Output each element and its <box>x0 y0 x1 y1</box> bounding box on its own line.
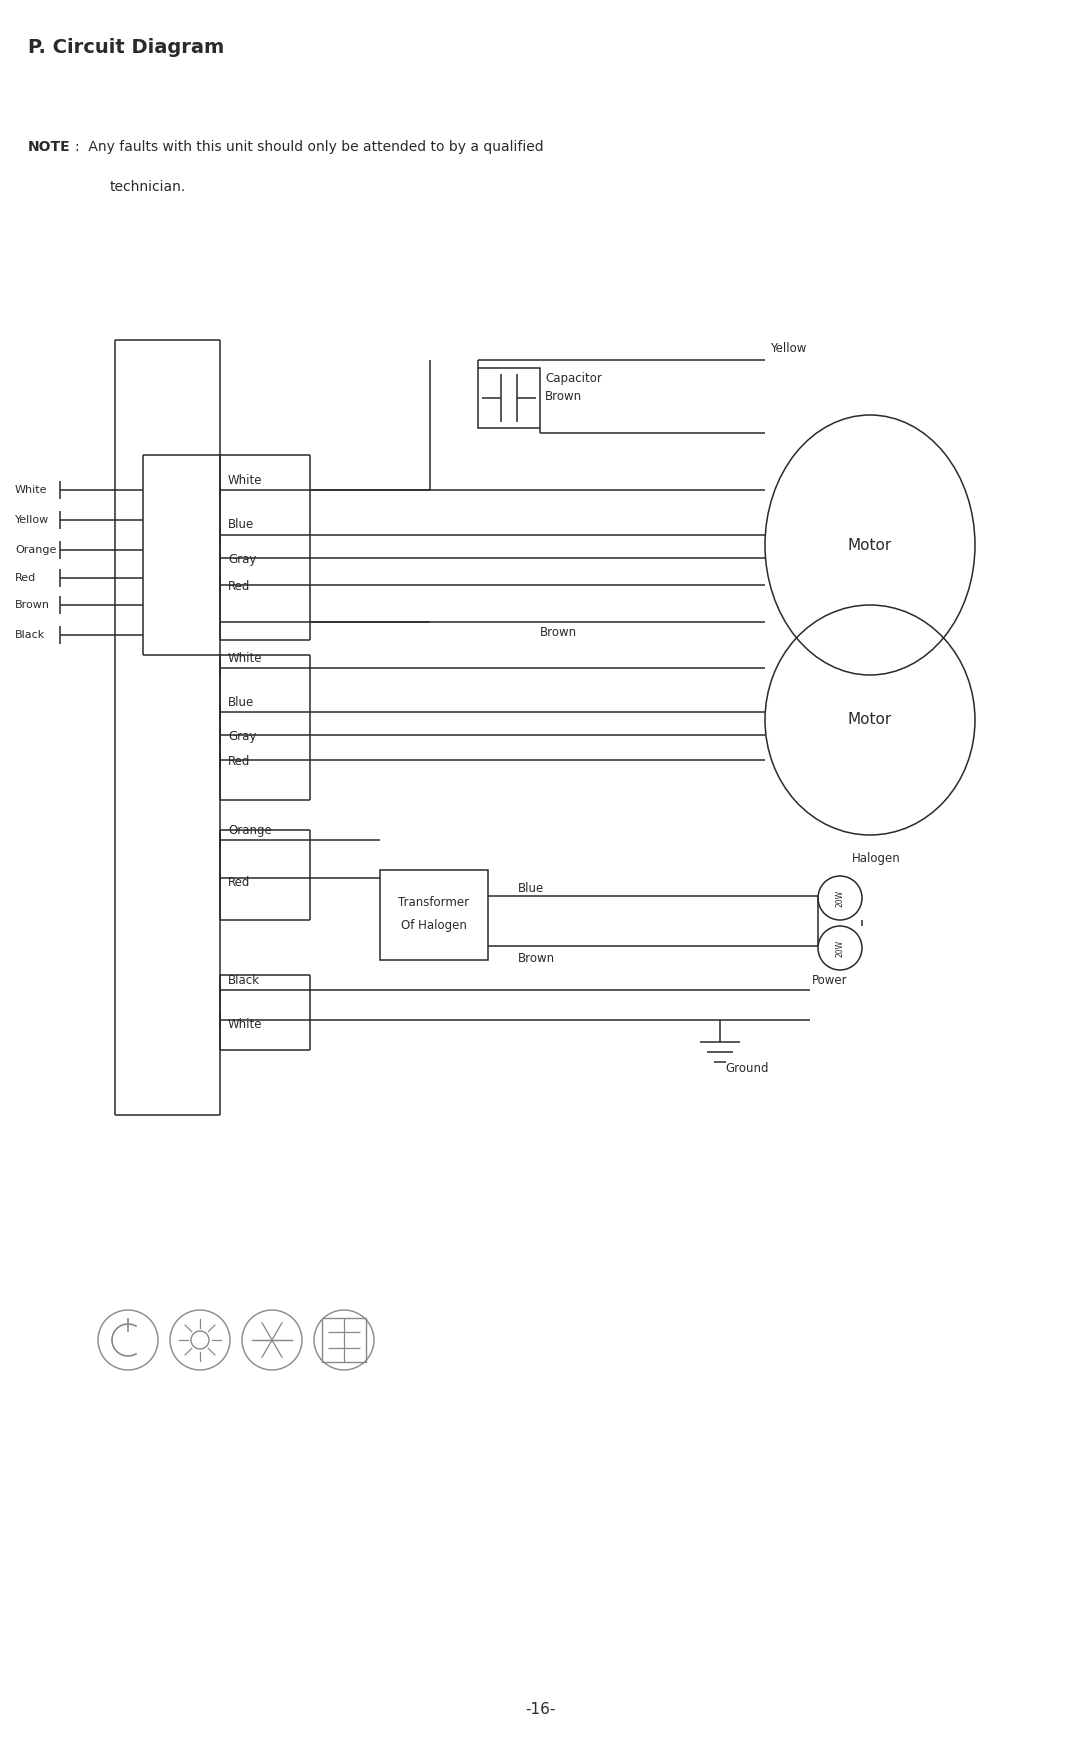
Text: White: White <box>15 484 48 495</box>
Text: Red: Red <box>228 579 251 593</box>
Text: Red: Red <box>15 572 37 583</box>
Text: Orange: Orange <box>15 546 56 555</box>
Text: Brown: Brown <box>540 625 577 639</box>
Text: NOTE: NOTE <box>28 140 70 154</box>
Text: Power: Power <box>812 974 848 986</box>
Text: Brown: Brown <box>545 390 582 402</box>
Text: Red: Red <box>228 876 251 888</box>
Text: Black: Black <box>15 630 45 641</box>
Text: -16-: -16- <box>525 1702 555 1718</box>
Bar <box>322 1318 366 1362</box>
Text: White: White <box>228 1018 262 1030</box>
Text: Blue: Blue <box>228 695 254 709</box>
Text: Yellow: Yellow <box>770 342 807 355</box>
Bar <box>380 870 488 960</box>
Text: Gray: Gray <box>228 553 256 565</box>
Text: Halogen: Halogen <box>852 851 901 865</box>
Text: Motor: Motor <box>848 713 892 728</box>
Text: Motor: Motor <box>848 537 892 553</box>
Text: Transformer: Transformer <box>399 895 470 909</box>
Text: Blue: Blue <box>228 518 254 532</box>
Text: Capacitor: Capacitor <box>545 372 602 384</box>
Text: technician.: technician. <box>110 181 186 195</box>
Text: Brown: Brown <box>518 951 555 965</box>
Text: Black: Black <box>228 974 260 986</box>
Text: White: White <box>228 651 262 665</box>
Text: Gray: Gray <box>228 730 256 742</box>
Text: P. Circuit Diagram: P. Circuit Diagram <box>28 39 225 56</box>
Text: 20W: 20W <box>836 939 845 956</box>
Text: Yellow: Yellow <box>15 514 50 525</box>
Text: 20W: 20W <box>836 890 845 907</box>
Text: :  Any faults with this unit should only be attended to by a qualified: : Any faults with this unit should only … <box>75 140 543 154</box>
Text: Ground: Ground <box>725 1062 769 1076</box>
Text: Of Halogen: Of Halogen <box>401 918 467 932</box>
Text: Brown: Brown <box>15 600 50 611</box>
Bar <box>478 369 540 428</box>
Text: Red: Red <box>228 755 251 767</box>
Text: Orange: Orange <box>228 823 272 837</box>
Text: Blue: Blue <box>518 881 544 895</box>
Text: White: White <box>228 474 262 486</box>
